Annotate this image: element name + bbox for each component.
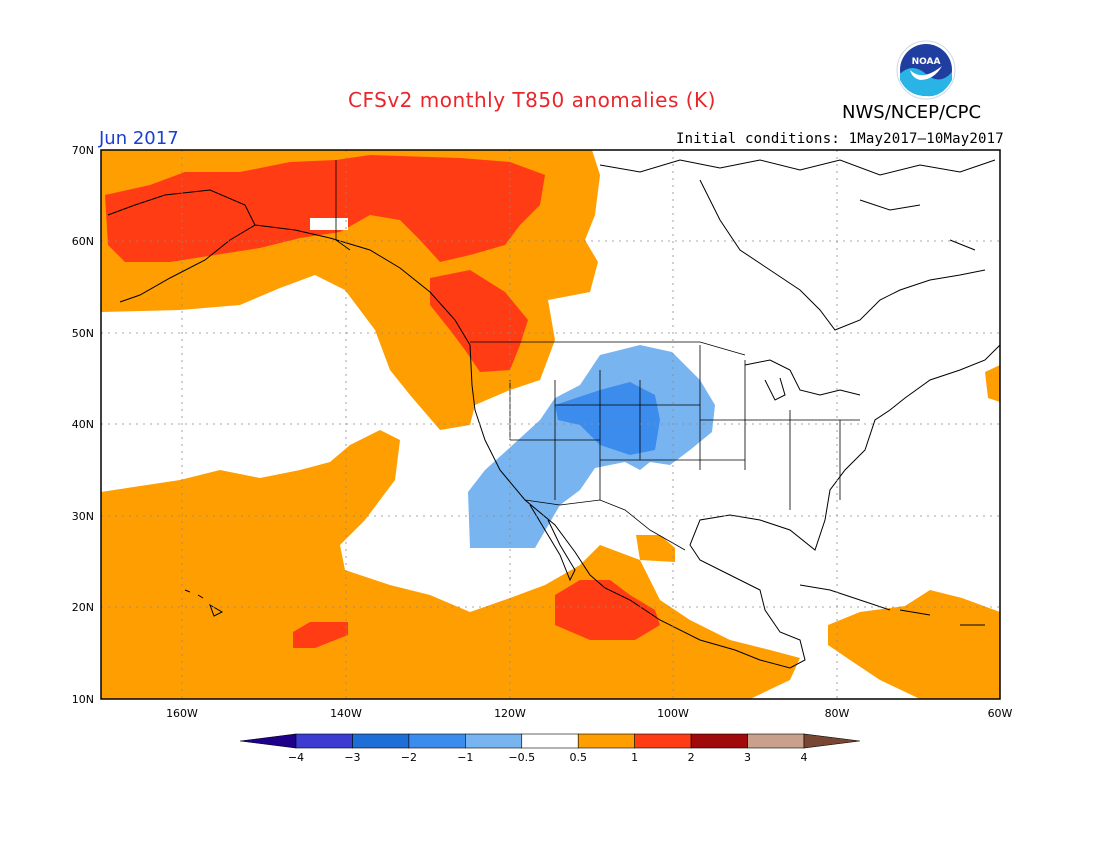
legend-swatch (690, 733, 748, 749)
legend-swatch (352, 733, 410, 749)
legend-swatch (577, 733, 635, 749)
baja-california-coast (529, 504, 576, 582)
arctic-islands (599, 159, 996, 251)
logo-text: NOAA (912, 57, 941, 67)
legend-label: −1 (457, 751, 473, 764)
legend-swatch (408, 733, 466, 749)
lat-label: 10N (72, 693, 94, 706)
legend-swatch (747, 733, 805, 749)
strong-warm-anomaly-mexico (555, 580, 660, 640)
legend-swatch (634, 733, 692, 749)
legend-swatch (239, 733, 297, 749)
noaa-logo: NOAA (896, 40, 956, 100)
lon-label: 140W (330, 707, 362, 720)
latitude-axis: 70N 60N 50N 40N 30N 20N 10N (72, 144, 94, 706)
great-lakes (744, 359, 861, 401)
legend-label: 1 (631, 751, 638, 764)
lat-label: 50N (72, 327, 94, 340)
us-canada-border (470, 341, 746, 356)
north-america-coastline (107, 189, 1000, 669)
lat-label: 20N (72, 601, 94, 614)
strong-warm-anomaly-alaska-yukon (105, 155, 545, 262)
alaska-canada-border (335, 160, 351, 251)
legend-label: −3 (344, 751, 360, 764)
lon-label: 80W (825, 707, 850, 720)
agency-label: NWS/NCEP/CPC (842, 102, 982, 123)
strong-warm-anomaly-central-pacific (293, 622, 348, 648)
legend-swatch (803, 733, 861, 749)
legend-label: −0.5 (508, 751, 535, 764)
initial-conditions-label: Initial conditions: 1May2017–10May2017 (676, 131, 1004, 147)
legend-label: −4 (288, 751, 304, 764)
longitude-axis: 160W 140W 120W 100W 80W 60W (166, 707, 1012, 720)
legend-swatch (295, 733, 353, 749)
legend-swatch (521, 733, 579, 749)
political-borders (335, 160, 860, 551)
cuba-caribbean (799, 584, 985, 626)
us-mexico-border (524, 499, 686, 551)
legend-label: 2 (688, 751, 695, 764)
lat-label: 70N (72, 144, 94, 157)
color-scale-legend: −4 −3 −2 −1 −0.5 0.5 1 2 3 4 (239, 733, 861, 764)
lon-label: 100W (657, 707, 689, 720)
anomaly-fields (101, 150, 1000, 699)
legend-swatch (465, 733, 523, 749)
warm-anomaly-west-atlantic (828, 590, 1000, 699)
legend-label: −2 (401, 751, 417, 764)
map-title: CFSv2 monthly T850 anomalies (K) (348, 88, 716, 112)
warm-anomaly-nova-scotia (985, 365, 1000, 402)
legend-label: 0.5 (569, 751, 587, 764)
lon-label: 160W (166, 707, 198, 720)
strong-warm-anomaly-british-columbia (430, 270, 528, 372)
lon-label: 60W (988, 707, 1013, 720)
lat-label: 30N (72, 510, 94, 523)
forecast-month: Jun 2017 (99, 128, 179, 149)
legend-label: 3 (744, 751, 751, 764)
warm-anomaly-gulf-of-mexico (636, 535, 675, 562)
lat-label: 60N (72, 235, 94, 248)
lon-label: 120W (494, 707, 526, 720)
coastlines (107, 159, 1000, 669)
hawaii (184, 589, 224, 617)
hudson-bay-coast (699, 179, 986, 331)
moderate-cool-anomaly-rockies (555, 382, 660, 455)
graticule (101, 150, 1000, 699)
lat-label: 40N (72, 418, 94, 431)
plot-frame (100, 149, 1001, 700)
legend-label: 4 (801, 751, 808, 764)
